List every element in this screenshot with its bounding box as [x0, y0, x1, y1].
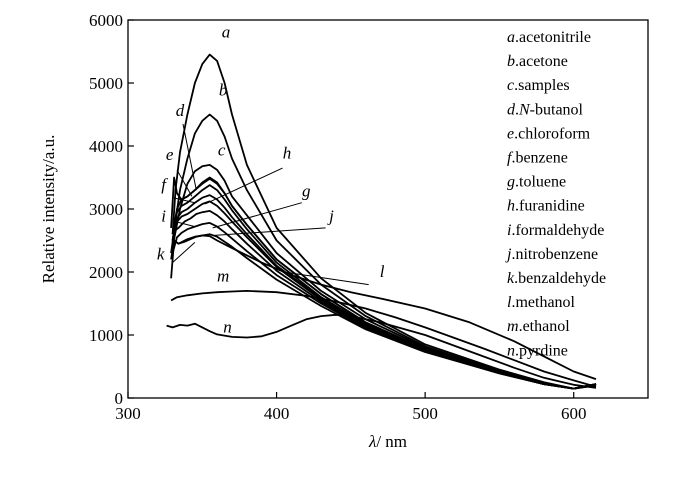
series-line-m	[170, 290, 597, 388]
legend-entry-a: a.acetonitrile	[507, 29, 591, 46]
series-line-a	[171, 53, 597, 390]
curve-label-a: a	[222, 23, 231, 42]
legend-entry-l: l.methanol	[507, 294, 576, 311]
curve-label-e: e	[166, 145, 174, 164]
legend-entry-h: h.furanidine	[507, 198, 585, 215]
leader-line	[172, 242, 196, 263]
leader-line	[283, 271, 369, 286]
curve-label-l: l	[380, 262, 385, 281]
y-tick-label: 2000	[89, 263, 123, 282]
x-axis: 300 400 500 600	[115, 392, 586, 423]
legend: a.acetonitrile b.acetone c.samples d.N-buta…	[505, 29, 606, 359]
y-tick-label: 5000	[89, 74, 123, 93]
y-tick-label: 3000	[89, 200, 123, 219]
legend-entry-b: b.acetone	[507, 53, 568, 70]
legend-entry-e: e.chloroform	[507, 125, 591, 142]
curve-label-j: j	[327, 207, 334, 226]
x-axis-symbol: λ	[368, 432, 376, 451]
legend-entry-g: g.toluene	[507, 174, 566, 191]
curve-label-f: f	[161, 175, 168, 194]
leader-lines	[172, 123, 369, 286]
x-tick-label: 600	[561, 404, 587, 423]
legend-entry-n: n.pyrdine	[507, 342, 568, 359]
leader-line	[172, 197, 195, 204]
x-tick-label: 400	[264, 404, 290, 423]
x-axis-unit: / nm	[376, 432, 407, 451]
series-line-l	[170, 234, 597, 380]
x-axis-title: λ/ nm	[368, 432, 407, 451]
y-tick-label: 1000	[89, 326, 123, 345]
series-line-n	[166, 313, 597, 389]
leader-line	[175, 221, 195, 228]
legend-entry-m: m.ethanol	[507, 318, 570, 335]
legend-entry-f: f.benzene	[507, 150, 568, 167]
curve-label-c: c	[218, 140, 226, 159]
x-tick-label: 300	[115, 404, 141, 423]
leader-line	[212, 202, 302, 229]
curve-label-i: i	[161, 207, 166, 226]
y-tick-label: 6000	[89, 11, 123, 30]
leader-line	[212, 227, 326, 236]
legend-entry-c: c.samples	[507, 77, 570, 94]
legend-entry-j: j.nitrobenzene	[505, 246, 598, 263]
leader-line	[176, 169, 193, 197]
x-tick-label: 500	[412, 404, 438, 423]
curve-label-m: m	[217, 266, 229, 285]
y-axis: 0 1000 2000 3000 4000 5000 6000	[89, 11, 134, 408]
leader-line	[182, 123, 197, 191]
curve-labels: a b c d ef gh i j k l m n	[157, 23, 385, 337]
curve-label-g: g	[302, 181, 311, 200]
curve-label-d: d	[176, 101, 185, 120]
leader-line	[205, 167, 283, 205]
legend-entry-k: k.benzaldehyde	[507, 270, 606, 287]
legend-entry-d: d.N-butanol	[507, 101, 584, 118]
series-line-k	[170, 233, 597, 390]
y-tick-label: 0	[115, 389, 124, 408]
curve-label-k: k	[157, 244, 165, 263]
y-tick-label: 4000	[89, 137, 123, 156]
curve-label-n: n	[223, 317, 232, 336]
y-axis-title: Relative intensity/a.u.	[39, 135, 58, 284]
legend-entry-i: i.formaldehyde	[507, 222, 604, 239]
series-lines	[166, 53, 597, 390]
curve-label-h: h	[283, 144, 292, 163]
curve-label-b: b	[219, 81, 228, 100]
